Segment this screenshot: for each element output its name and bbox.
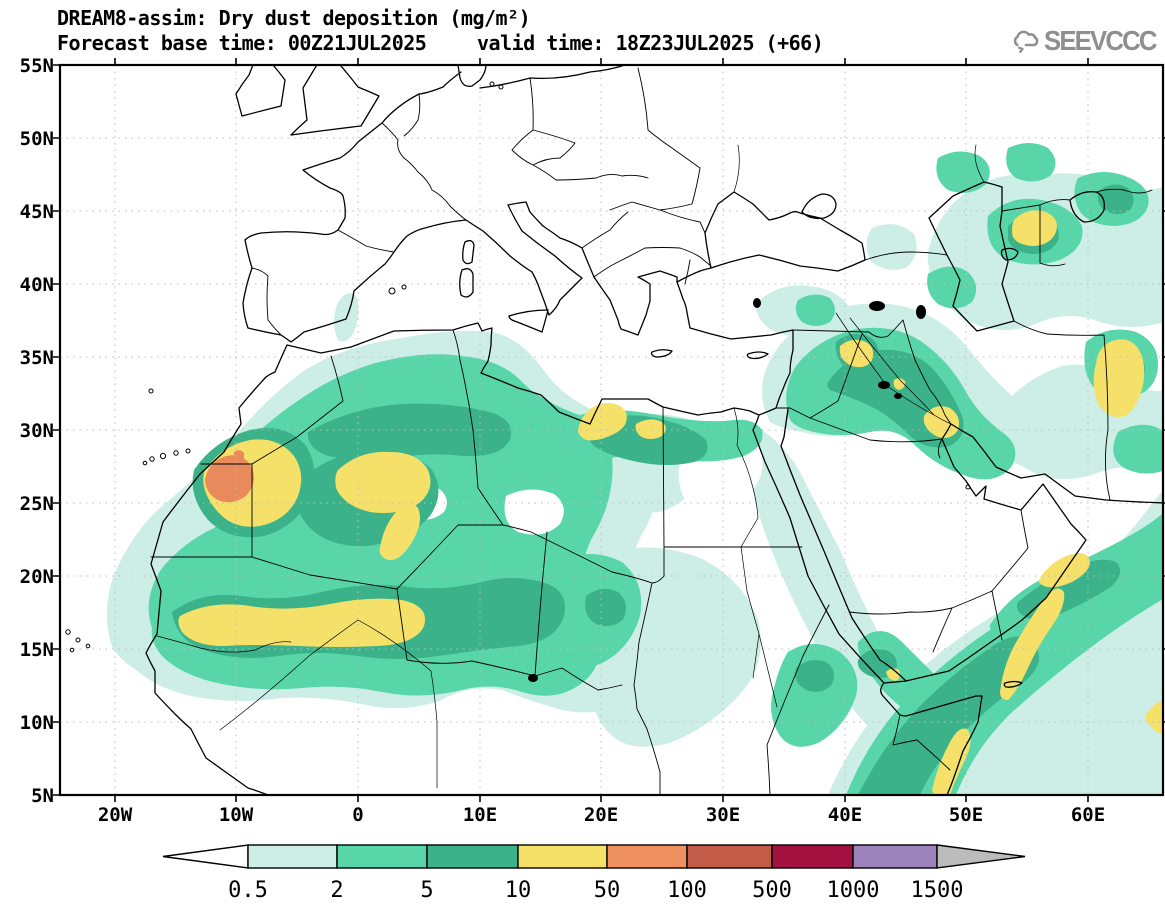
lat-tick-label: 40N <box>20 274 54 296</box>
lat-tick-label: 20N <box>20 566 54 588</box>
dust-field-layer <box>106 143 1163 795</box>
lon-tick-label: 50E <box>949 804 983 826</box>
lat-tick-label: 35N <box>20 347 54 369</box>
dust-contour-level-5 <box>172 184 1145 795</box>
lon-tick-label: 20W <box>98 804 133 826</box>
lat-tick-label: 50N <box>20 128 54 150</box>
colorbar-level-label: 0.5 <box>228 878 268 903</box>
lat-tick-label: 15N <box>20 639 54 661</box>
cloud-arrows-icon <box>1013 30 1039 53</box>
lon-tick-label: 0 <box>352 804 363 826</box>
colorbar-level-label: 50 <box>594 878 621 903</box>
colorbar-level-label: 100 <box>667 878 707 903</box>
colorbar-level-label: 5 <box>420 878 433 903</box>
colorbar-swatch <box>606 844 688 869</box>
seevccc-logo: SEEVCCC <box>1010 18 1165 64</box>
colorbar-above-arrow <box>936 844 1026 869</box>
dust-contour-level-10 <box>178 210 1163 795</box>
lon-tick-label: 60E <box>1071 804 1105 826</box>
lat-tick-label: 10N <box>20 712 54 734</box>
axis-ticks <box>53 58 1165 802</box>
colorbar-swatch <box>336 844 428 869</box>
lon-tick-label: 10W <box>219 804 254 826</box>
colorbar-swatch <box>426 844 519 869</box>
lakes <box>528 298 926 682</box>
lon-tick-label: 20E <box>584 804 618 826</box>
lat-tick-label: 55N <box>20 55 54 77</box>
lon-axis-labels: 20W 10W 0 10E 20E 30E 40E 50E 60E <box>98 804 1105 826</box>
colorbar-below-arrow <box>162 844 249 869</box>
lon-tick-label: 10E <box>463 804 497 826</box>
lon-tick-label: 40E <box>828 804 862 826</box>
chart-title: DREAM8-assim: Dry dust deposition (mg/m²… <box>57 6 531 30</box>
forecast-base-time: Forecast base time: 00Z21JUL2025 <box>57 31 427 55</box>
colorbar: 0.5 2 5 10 50 100 500 1000 1500 <box>162 844 1026 903</box>
coastlines <box>65 65 1163 795</box>
colorbar-swatch <box>247 844 338 869</box>
lon-tick-label: 30E <box>706 804 740 826</box>
grid-lines <box>60 65 1163 795</box>
valid-time: valid time: 18Z23JUL2025 (+66) <box>477 31 824 55</box>
lat-tick-label: 25N <box>20 493 54 515</box>
small-islands <box>65 81 971 653</box>
lat-tick-label: 45N <box>20 201 54 223</box>
colorbar-swatch <box>852 844 938 869</box>
lat-tick-label: 30N <box>20 420 54 442</box>
colorbar-swatch <box>771 844 854 869</box>
dust-contour-level-50 <box>205 450 254 503</box>
colorbar-level-label: 1500 <box>911 878 964 903</box>
colorbar-labels: 0.5 2 5 10 50 100 500 1000 1500 <box>228 878 963 903</box>
colorbar-swatch <box>517 844 608 869</box>
logo-text: SEEVCCC <box>1043 25 1158 56</box>
colorbar-swatch <box>686 844 773 869</box>
rivers <box>156 144 985 789</box>
colorbar-level-label: 10 <box>505 878 532 903</box>
colorbar-level-label: 500 <box>752 878 792 903</box>
lat-tick-label: 5N <box>31 785 54 807</box>
colorbar-level-label: 1000 <box>827 878 880 903</box>
colorbar-level-label: 2 <box>330 878 343 903</box>
lat-axis-labels: 55N 50N 45N 40N 35N 30N 25N 20N 15N 10N … <box>20 55 54 807</box>
map-frame <box>53 58 1165 802</box>
